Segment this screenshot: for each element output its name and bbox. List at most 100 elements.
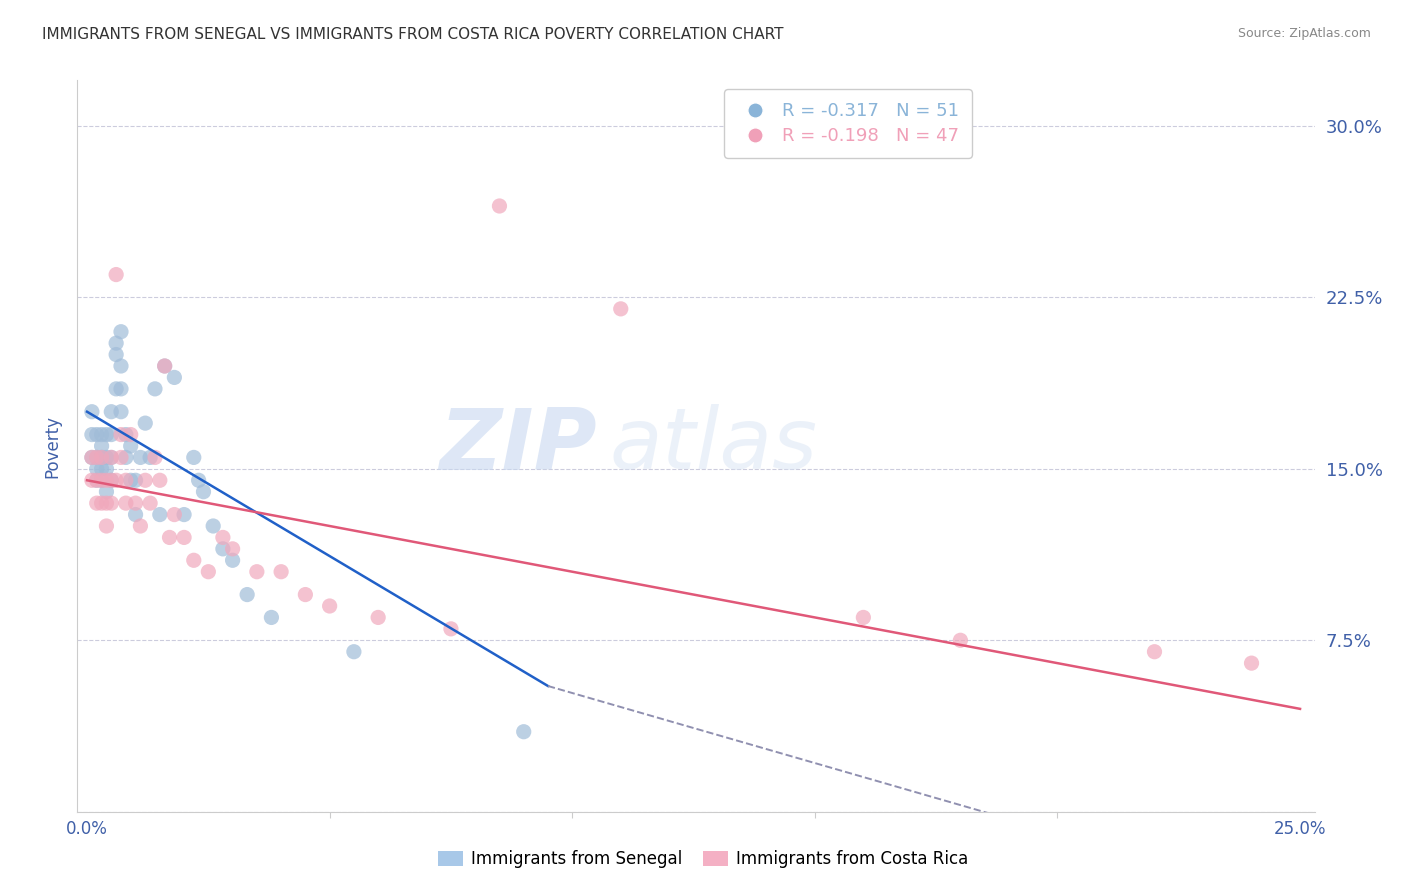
Point bbox=[1240, 656, 1263, 670]
Point bbox=[96, 519, 118, 533]
Point bbox=[90, 450, 112, 465]
Point bbox=[129, 450, 152, 465]
Point bbox=[120, 439, 142, 453]
Point bbox=[183, 553, 205, 567]
Point bbox=[100, 405, 122, 419]
Point bbox=[318, 599, 340, 613]
Point bbox=[197, 565, 219, 579]
Point bbox=[343, 645, 366, 659]
Point bbox=[86, 450, 108, 465]
Point bbox=[100, 496, 122, 510]
Point bbox=[153, 359, 176, 373]
Point bbox=[173, 530, 195, 544]
Point bbox=[105, 382, 128, 396]
Point bbox=[163, 370, 186, 384]
Point bbox=[187, 473, 209, 487]
Point bbox=[100, 450, 122, 465]
Point bbox=[80, 473, 103, 487]
Text: atlas: atlas bbox=[609, 404, 817, 488]
Point bbox=[202, 519, 225, 533]
Point bbox=[115, 496, 138, 510]
Point bbox=[80, 405, 103, 419]
Point bbox=[260, 610, 283, 624]
Point bbox=[110, 325, 132, 339]
Text: IMMIGRANTS FROM SENEGAL VS IMMIGRANTS FROM COSTA RICA POVERTY CORRELATION CHART: IMMIGRANTS FROM SENEGAL VS IMMIGRANTS FR… bbox=[42, 27, 783, 42]
Point bbox=[183, 450, 205, 465]
Point bbox=[105, 473, 128, 487]
Point bbox=[236, 588, 259, 602]
Point bbox=[212, 530, 235, 544]
Point bbox=[90, 439, 112, 453]
Point bbox=[100, 427, 122, 442]
Point bbox=[100, 473, 122, 487]
Point bbox=[949, 633, 972, 648]
Point bbox=[90, 462, 112, 476]
Point bbox=[440, 622, 463, 636]
Point bbox=[139, 496, 162, 510]
Point bbox=[129, 519, 152, 533]
Point bbox=[367, 610, 389, 624]
Point bbox=[149, 508, 172, 522]
Point bbox=[512, 724, 534, 739]
Point bbox=[90, 450, 112, 465]
Point bbox=[153, 359, 176, 373]
Point bbox=[86, 462, 108, 476]
Point bbox=[86, 473, 108, 487]
Text: Source: ZipAtlas.com: Source: ZipAtlas.com bbox=[1237, 27, 1371, 40]
Point bbox=[86, 473, 108, 487]
Point bbox=[96, 450, 118, 465]
Point bbox=[86, 427, 108, 442]
Point bbox=[139, 450, 162, 465]
Point bbox=[1143, 645, 1166, 659]
Legend: R = -0.317   N = 51, R = -0.198   N = 47: R = -0.317 N = 51, R = -0.198 N = 47 bbox=[724, 89, 972, 158]
Point bbox=[110, 450, 132, 465]
Point bbox=[134, 473, 156, 487]
Point bbox=[115, 473, 138, 487]
Point bbox=[86, 496, 108, 510]
Point bbox=[115, 427, 138, 442]
Point bbox=[143, 450, 166, 465]
Point bbox=[90, 427, 112, 442]
Point bbox=[120, 427, 142, 442]
Point bbox=[105, 336, 128, 351]
Point bbox=[610, 301, 633, 316]
Point bbox=[221, 541, 243, 556]
Point bbox=[100, 450, 122, 465]
Point bbox=[115, 450, 138, 465]
Point bbox=[246, 565, 269, 579]
Point bbox=[124, 473, 146, 487]
Point bbox=[852, 610, 875, 624]
Point bbox=[80, 427, 103, 442]
Point bbox=[149, 473, 172, 487]
Point bbox=[90, 496, 112, 510]
Point bbox=[80, 450, 103, 465]
Point bbox=[100, 473, 122, 487]
Point bbox=[193, 484, 215, 499]
Point bbox=[96, 427, 118, 442]
Point bbox=[212, 541, 235, 556]
Point bbox=[105, 347, 128, 362]
Text: ZIP: ZIP bbox=[439, 404, 598, 488]
Point bbox=[488, 199, 510, 213]
Point bbox=[110, 359, 132, 373]
Legend: Immigrants from Senegal, Immigrants from Costa Rica: Immigrants from Senegal, Immigrants from… bbox=[432, 844, 974, 875]
Point bbox=[124, 496, 146, 510]
Point bbox=[110, 427, 132, 442]
Point bbox=[134, 416, 156, 430]
Point bbox=[163, 508, 186, 522]
Point bbox=[120, 473, 142, 487]
Point bbox=[221, 553, 243, 567]
Point bbox=[110, 405, 132, 419]
Point bbox=[105, 268, 128, 282]
Point bbox=[90, 473, 112, 487]
Point bbox=[86, 450, 108, 465]
Point bbox=[159, 530, 181, 544]
Point bbox=[96, 462, 118, 476]
Point bbox=[80, 450, 103, 465]
Point bbox=[124, 508, 146, 522]
Point bbox=[96, 496, 118, 510]
Point bbox=[96, 484, 118, 499]
Point bbox=[143, 382, 166, 396]
Point bbox=[294, 588, 316, 602]
Point bbox=[90, 473, 112, 487]
